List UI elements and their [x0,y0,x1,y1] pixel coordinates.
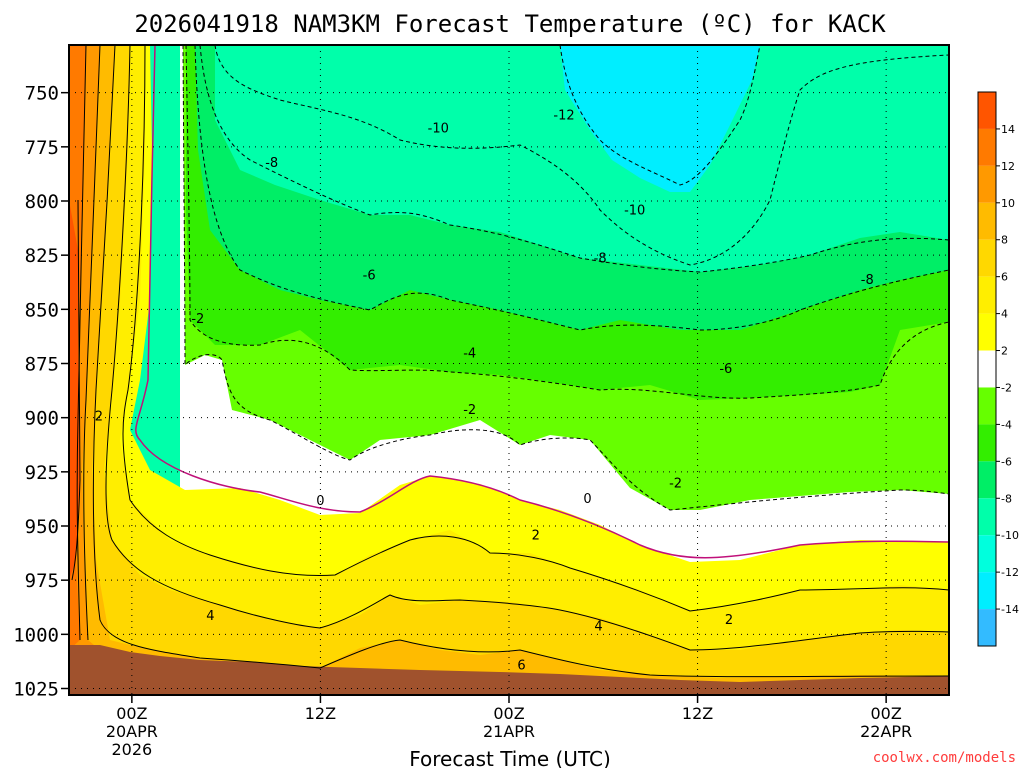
contour-label: -8 [265,156,278,171]
x-tick-label: 00Z [493,704,524,723]
contour-label: -2 [463,403,476,418]
colorbar-label: -12 [1001,566,1019,579]
colorbar-label: -8 [1001,492,1012,505]
y-tick-label: 975 [25,570,59,592]
contour-minus-8 [199,45,949,273]
contour-label: -8 [594,251,607,266]
contour-minus-10 [214,45,949,266]
contour-minus-12 [559,45,761,186]
colorbar-label: 12 [1001,160,1015,173]
colorbar-label: -4 [1001,418,1012,431]
y-axis: 750 775 800 825 850 875 900 925 950 975 1000 1025 [13,83,69,701]
y-tick-label: 925 [25,462,59,484]
colorbar-label: 14 [1001,123,1015,136]
contour-label: -2 [669,477,682,492]
y-tick-label: 875 [25,354,59,376]
colorbar-segment [978,165,996,203]
chart-title: 2026041918 NAM3KM Forecast Temperature (… [134,10,886,38]
y-tick-label: 750 [25,83,59,105]
colorbar-frame [977,91,997,647]
contour-8 [83,45,101,641]
y-tick-label: 850 [25,299,59,321]
colorbar: 14 12 10 8 6 4 2 -2 -4 -6 -8 -10 -12 -14 [977,91,1019,647]
contour-label: -6 [363,269,376,284]
contour-label: 2 [725,613,733,628]
y-tick-label: 775 [25,137,59,159]
x-tick-label: 2026 [111,740,152,759]
x-tick-label: 12Z [682,704,713,723]
colorbar-label: 6 [1001,271,1008,284]
colorbar-segment [978,424,996,462]
y-tick-label: 900 [25,408,59,430]
contour-label: 0 [583,492,591,507]
colorbar-label: 10 [1001,197,1015,210]
colorbar-segment [978,313,996,351]
contour-lines [71,45,949,678]
x-tick-label: 20APR [106,722,158,741]
colorbar-segment [978,350,996,388]
colorbar-segment [978,461,996,499]
colorbar-label: -2 [1001,381,1012,394]
contour-0 [135,45,949,559]
contour-label: 6 [517,659,525,674]
y-tick-label: 1025 [13,679,59,701]
ground-terrain [69,645,949,695]
contour-label: -6 [719,362,732,377]
contour-minus-4 [185,45,949,399]
credit-text: coolwx.com/models [873,750,1016,766]
colorbar-label: 8 [1001,234,1008,247]
colorbar-label: -10 [1001,529,1019,542]
x-tick-label: 21APR [483,722,535,741]
colorbar-segment [978,128,996,166]
x-tick-label: 22APR [860,722,912,741]
contour-labels: -12 -10 -10 -8 -8 -8 -6 -6 -4 -2 -2 -2 0 0 2 2 2 4 4 6 [95,108,874,673]
colorbar-segment [978,609,996,646]
colorbar-label: -6 [1001,455,1012,468]
x-tick-label: 00Z [870,704,901,723]
colorbar-segment [978,92,996,129]
colorbar-segment [978,535,996,573]
band-0-to-2 [69,45,949,695]
contour-label: 0 [316,494,324,509]
contour-label: 2 [532,529,540,544]
contour-label: -8 [861,273,874,288]
contour-label: 4 [594,620,602,635]
colorbar-label: 2 [1001,345,1008,358]
contour-label: -10 [428,121,449,136]
colorbar-label: -14 [1001,603,1019,616]
colorbar-label: 4 [1001,308,1008,321]
contour-minus-2 [182,45,949,511]
y-tick-label: 950 [25,516,59,538]
colorbar-segment [978,387,996,425]
colorbar-segment [978,239,996,277]
contour-4 [105,45,949,651]
contour-label: -2 [191,312,204,327]
y-tick-label: 1000 [13,624,59,646]
contour-10 [76,45,87,641]
band-4-to-6 [69,45,949,695]
colorbar-segment [978,572,996,610]
grid-lines [69,45,949,695]
contour-label: 2 [95,410,103,425]
x-tick-label: 00Z [116,704,147,723]
contour-minus-6 [194,45,949,331]
band-minus-12 [560,45,760,192]
colorbar-segment [978,202,996,240]
x-tick-label: 12Z [305,704,336,723]
contour-label: -4 [463,347,476,362]
contour-2 [122,45,949,612]
contour-12 [71,199,81,581]
contour-label: -10 [624,204,645,219]
y-tick-label: 800 [25,191,59,213]
contour-label: -12 [553,108,574,123]
contour-label: 4 [206,609,214,624]
colorbar-segment [978,498,996,536]
y-tick-label: 825 [25,245,59,267]
colorbar-segment [978,276,996,314]
contour-6 [92,45,949,678]
x-axis-title: Forecast Time (UTC) [409,747,611,768]
